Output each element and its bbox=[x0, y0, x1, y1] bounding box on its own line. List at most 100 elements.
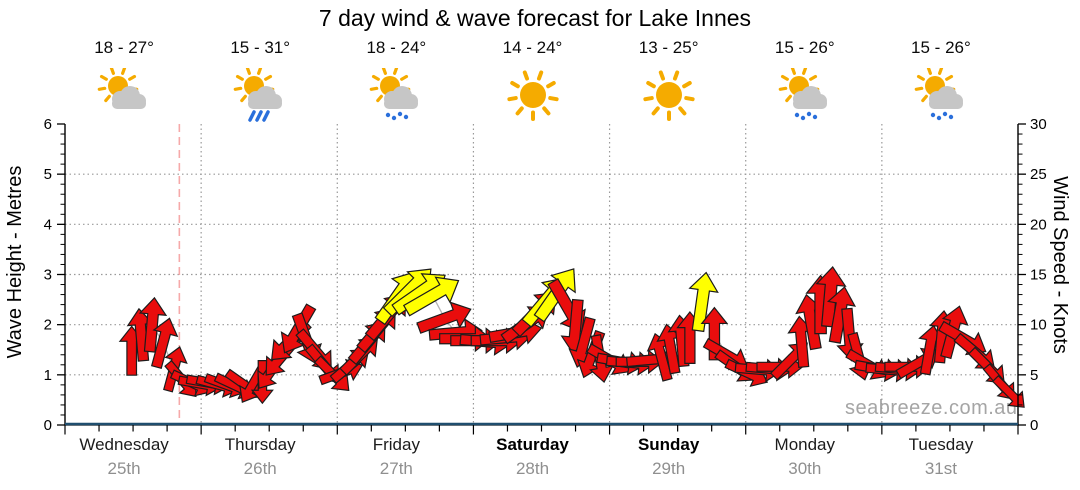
page-title: 7 day wind & wave forecast for Lake Inne… bbox=[318, 5, 752, 31]
sun-ray bbox=[264, 74, 273, 81]
sun-ray bbox=[547, 96, 559, 102]
axes bbox=[57, 123, 1026, 435]
cloud-shape bbox=[112, 86, 147, 109]
day-temps: 14 - 24° bbox=[502, 38, 563, 57]
right-tick-label: 0 bbox=[1030, 417, 1038, 434]
gridlines bbox=[65, 124, 1018, 425]
day-date: 26th bbox=[243, 459, 277, 478]
day-temps: 15 - 31° bbox=[230, 38, 291, 57]
cloud-shape bbox=[384, 86, 419, 109]
sun-ray bbox=[778, 86, 788, 91]
weather-icon-sunny bbox=[643, 70, 695, 121]
sun-ray bbox=[926, 68, 932, 75]
wind-arrow bbox=[822, 285, 858, 345]
rain-streak bbox=[255, 110, 263, 122]
right-tick-label: 5 bbox=[1030, 367, 1038, 384]
sun-ray bbox=[916, 74, 925, 81]
sun-core bbox=[519, 82, 546, 108]
sun-ray bbox=[515, 106, 524, 116]
sun-ray bbox=[801, 68, 807, 75]
sun-ray bbox=[643, 96, 654, 102]
drizzle-dot bbox=[930, 112, 936, 118]
drizzle-dot bbox=[806, 111, 811, 117]
sun-ray bbox=[97, 86, 107, 91]
day-name: Wednesday bbox=[79, 435, 169, 454]
sun-ray bbox=[945, 74, 953, 81]
sun-ray bbox=[109, 68, 116, 75]
sun-ray bbox=[683, 96, 695, 102]
weather-icon-sunny bbox=[506, 70, 559, 121]
day-temps: 18 - 27° bbox=[94, 38, 154, 57]
drizzle-dot bbox=[936, 115, 942, 121]
sun-ray bbox=[233, 86, 243, 91]
cloud-shape bbox=[928, 86, 963, 109]
sun-ray bbox=[808, 74, 817, 81]
sun-ray bbox=[246, 68, 252, 75]
weather-icon-sun-cloud-drizzle bbox=[370, 68, 419, 121]
right-tick-label: 15 bbox=[1030, 267, 1047, 284]
left-tick-label: 2 bbox=[44, 317, 52, 334]
sun-ray bbox=[104, 94, 111, 103]
day-date: 30th bbox=[788, 459, 822, 478]
sun-ray bbox=[937, 68, 944, 75]
sun-ray bbox=[681, 81, 692, 89]
wind-arrow bbox=[989, 372, 1031, 414]
wind-arrow bbox=[813, 266, 847, 328]
right-tick-label: 25 bbox=[1030, 166, 1047, 183]
drizzle-dot bbox=[948, 114, 954, 120]
right-axis-title: Wind Speed - Knots bbox=[1049, 176, 1071, 354]
weather-icon-sun-cloud-drizzle bbox=[778, 68, 827, 121]
weather-icon-sun-cloud-rain bbox=[233, 68, 283, 122]
sun-ray bbox=[651, 106, 660, 116]
wind-arrow bbox=[399, 268, 465, 323]
day-date: 28th bbox=[515, 459, 550, 478]
drizzle-dot bbox=[800, 115, 805, 121]
sun-ray bbox=[645, 81, 656, 89]
tick-labels: 0 1 2 3 4 5 6 0 5 10 15 20 25 30 bbox=[44, 116, 1047, 434]
cloud-shape bbox=[248, 86, 283, 109]
sun-ray bbox=[382, 68, 388, 75]
sun-core bbox=[655, 82, 682, 108]
day-name: Friday bbox=[372, 435, 420, 454]
right-tick-label: 10 bbox=[1030, 317, 1047, 334]
sun-ray bbox=[257, 68, 263, 75]
day-name: Tuesday bbox=[908, 435, 974, 454]
sun-ray bbox=[506, 96, 518, 102]
day-name: Thursday bbox=[224, 435, 296, 454]
sun-ray bbox=[522, 70, 529, 81]
sun-ray bbox=[509, 81, 520, 89]
sun-ray bbox=[128, 74, 137, 81]
sun-ray bbox=[376, 94, 384, 103]
sun-ray bbox=[677, 106, 687, 116]
wind-arrow bbox=[137, 297, 168, 353]
drizzle-dot bbox=[398, 111, 403, 117]
sun-ray bbox=[121, 68, 127, 75]
left-tick-label: 3 bbox=[44, 267, 52, 284]
left-tick-label: 0 bbox=[44, 417, 52, 434]
sun-ray bbox=[536, 70, 543, 81]
sun-ray bbox=[658, 70, 665, 81]
sun-ray bbox=[784, 94, 792, 103]
right-tick-label: 30 bbox=[1030, 116, 1047, 133]
left-axis-title: Wave Height - Metres bbox=[4, 165, 26, 359]
day-temps: 13 - 25° bbox=[638, 38, 699, 57]
wind-arrows bbox=[120, 259, 1031, 414]
sun-ray bbox=[240, 94, 248, 103]
wind-arrow bbox=[145, 315, 182, 370]
day-date: 31st bbox=[924, 459, 957, 478]
sun-ray bbox=[672, 70, 679, 81]
day-name: Saturday bbox=[496, 435, 569, 454]
rain-streak bbox=[248, 110, 256, 122]
right-tick-label: 20 bbox=[1030, 216, 1047, 233]
weather-icon-sun-cloud bbox=[97, 68, 147, 109]
sun-ray bbox=[545, 81, 556, 89]
sun-ray bbox=[100, 74, 108, 81]
weather-icon-sun-cloud-drizzle bbox=[914, 68, 963, 121]
sun-ray bbox=[914, 86, 924, 91]
day-name: Monday bbox=[774, 435, 836, 454]
sun-ray bbox=[236, 74, 245, 81]
sun-ray bbox=[790, 68, 796, 75]
sun-ray bbox=[370, 86, 379, 91]
